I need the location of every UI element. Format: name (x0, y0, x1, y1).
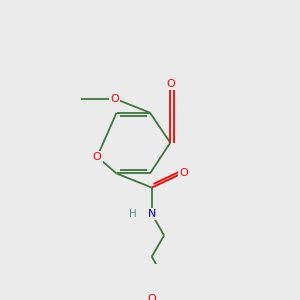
Text: O: O (93, 152, 101, 162)
Text: O: O (166, 79, 175, 89)
Text: O: O (110, 94, 119, 103)
Text: H: H (128, 209, 136, 219)
Text: O: O (147, 294, 156, 300)
Text: O: O (179, 168, 188, 178)
Text: N: N (148, 209, 156, 219)
